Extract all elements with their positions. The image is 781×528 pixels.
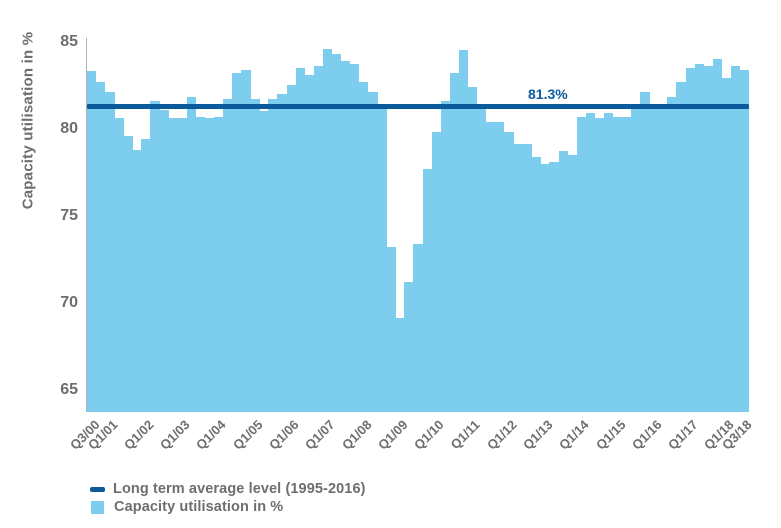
bar-Q3/05 (268, 99, 278, 412)
legend: Long term average level (1995-2016) Capac… (90, 480, 366, 516)
bar-Q1/10 (431, 132, 441, 412)
bar-Q4/00 (96, 81, 106, 412)
legend-row-0: Long term average level (1995-2016) (90, 480, 366, 498)
bar-Q2/07 (331, 53, 342, 412)
bar-Q3/12 (522, 144, 532, 412)
bar-Q2/01 (114, 118, 124, 412)
bar-Q4/06 (313, 66, 324, 412)
bar-Q1/18 (721, 78, 732, 412)
bar-Q2/17 (694, 64, 704, 412)
bar-Q2/02 (150, 100, 160, 412)
bar-Q2/08 (368, 92, 378, 412)
bar-Q3/11 (486, 121, 496, 412)
bar-Q4/17 (712, 59, 723, 412)
bar-Q1/06 (286, 85, 296, 412)
bar-Q4/01 (132, 149, 142, 412)
bar-Q2/05 (259, 111, 269, 412)
bar-Q2/12 (513, 144, 523, 412)
bar-Q2/09 (404, 281, 414, 412)
plot-area (87, 0, 750, 412)
bar-Q1/09 (395, 318, 405, 412)
bar-Q3/06 (304, 74, 315, 412)
bar-Q1/13 (540, 163, 550, 412)
bar-Q4/14 (603, 113, 614, 412)
y-axis-line (86, 38, 87, 412)
bar-Q3/07 (340, 60, 351, 412)
bar-Q1/11 (467, 86, 478, 412)
bar-Q3/13 (558, 151, 568, 412)
bar-Q2/14 (585, 113, 596, 412)
y-tick-65: 65 (60, 380, 78, 398)
bar-Q3/14 (594, 118, 605, 412)
bar-Q3/15 (631, 104, 641, 412)
y-tick-80: 80 (60, 119, 78, 137)
bar-Q1/16 (649, 104, 659, 412)
bar-Q4/04 (241, 69, 251, 412)
bar-Q3/17 (703, 66, 714, 412)
bar-Q1/08 (359, 81, 369, 412)
bar-Q2/03 (186, 97, 197, 412)
bar-Q3/04 (232, 73, 242, 412)
bar-Q3/09 (413, 243, 423, 412)
legend-line-swatch (90, 486, 105, 492)
y-tick-70: 70 (60, 293, 78, 311)
y-axis-title: Capacity utilisation in % (19, 31, 37, 210)
bar-Q4/02 (168, 118, 179, 412)
bar-Q1/15 (612, 116, 623, 412)
bar-Q1/14 (576, 116, 587, 412)
bar-Q3/18 (739, 69, 750, 412)
bar-Q4/05 (277, 93, 287, 412)
y-tick-75: 75 (60, 206, 78, 224)
bar-Q1/02 (141, 139, 151, 412)
bar-Q4/03 (204, 118, 215, 412)
bar-Q3/02 (159, 109, 169, 412)
legend-square-swatch (91, 500, 104, 514)
bar-Q4/13 (567, 154, 578, 412)
bar-Q2/13 (549, 161, 559, 412)
bar-Q2/04 (223, 99, 233, 412)
bar-Q1/01 (105, 92, 115, 412)
bar-Q2/06 (295, 67, 305, 412)
bar-Q4/15 (640, 92, 650, 412)
long-term-average-line (87, 103, 749, 109)
bar-Q1/12 (504, 132, 514, 412)
bar-Q4/08 (386, 247, 396, 412)
bar-Q3/08 (377, 106, 387, 412)
bar-Q1/03 (177, 118, 188, 412)
bar-Q2/15 (622, 116, 632, 412)
bar-Q2/10 (440, 100, 451, 412)
y-tick-85: 85 (60, 32, 78, 50)
bar-Q1/05 (250, 99, 260, 412)
bar-Q1/04 (213, 116, 224, 412)
bar-Q1/17 (685, 67, 695, 412)
bar-Q2/18 (730, 66, 741, 412)
legend-row-1: Capacity utilisation in % (90, 498, 366, 516)
bar-Q4/11 (495, 121, 505, 412)
bar-Q3/03 (195, 116, 206, 412)
bar-Q2/11 (476, 107, 487, 412)
bar-Q1/07 (322, 48, 333, 412)
bar-Q4/10 (458, 50, 469, 412)
bar-Q3/10 (449, 73, 460, 412)
bar-Q3/00 (87, 71, 97, 412)
bar-Q3/16 (667, 97, 677, 412)
legend-label: Long term average level (1995-2016) (113, 481, 366, 497)
bar-Q4/16 (676, 81, 686, 412)
bar-Q3/01 (123, 135, 133, 412)
bar-Q4/09 (422, 168, 432, 412)
average-value-annotation: 81.3% (528, 86, 568, 103)
bar-Q2/16 (658, 106, 668, 412)
bar-Q4/12 (531, 156, 541, 412)
legend-label: Capacity utilisation in % (114, 499, 284, 515)
bar-Q4/07 (349, 64, 360, 412)
